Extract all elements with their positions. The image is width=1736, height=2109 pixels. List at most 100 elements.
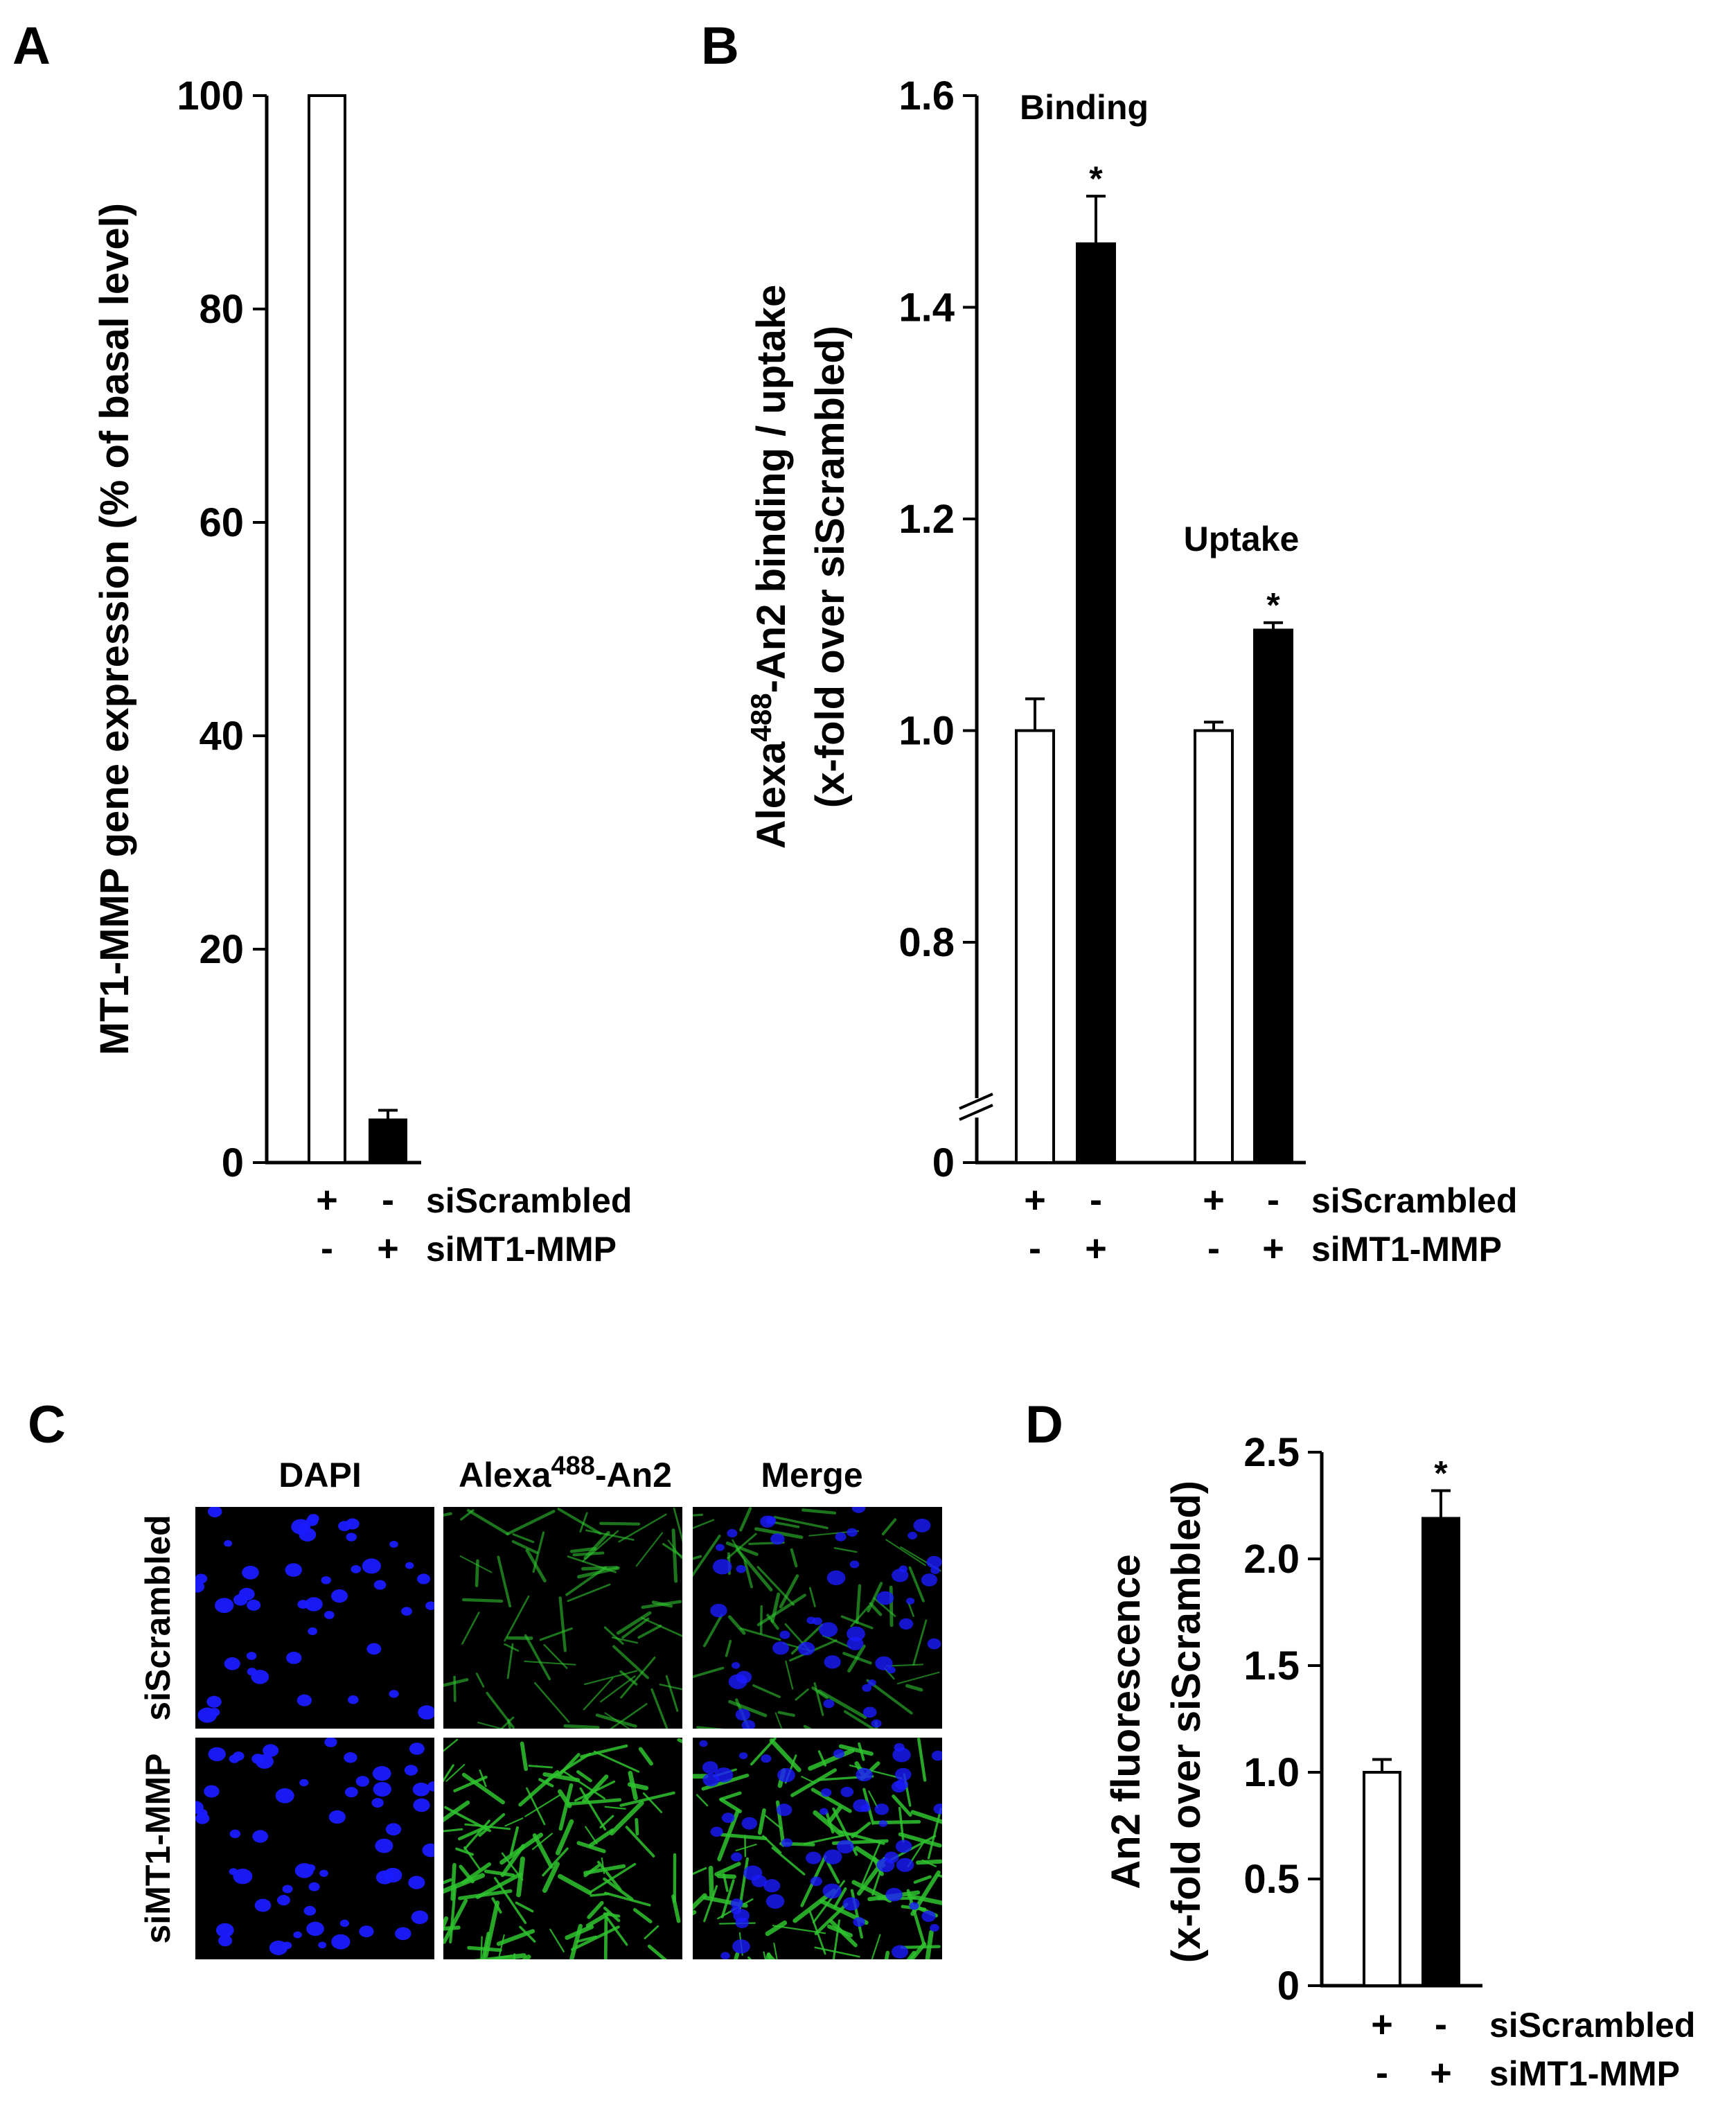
cell-process <box>443 1925 461 1931</box>
panel-a-bars <box>308 94 407 1165</box>
cell-process <box>762 1835 782 1854</box>
nucleus <box>195 1812 210 1824</box>
nucleus <box>218 1935 233 1947</box>
panel-d-row-label: siScrambled <box>1489 2006 1695 2045</box>
nucleus <box>208 1747 226 1762</box>
panel-d-ticks: 0 0.5 1.0 1.5 2.0 2.5 <box>1243 1430 1322 2009</box>
micrograph-image <box>443 1508 682 1729</box>
cell-process <box>621 1617 650 1639</box>
nucleus <box>344 1751 357 1763</box>
nucleus <box>860 1804 871 1812</box>
cell-process <box>504 1817 524 1827</box>
nucleus <box>411 1910 429 1925</box>
cell-process <box>912 1619 928 1666</box>
nucleus <box>412 1782 430 1797</box>
nucleus <box>699 1740 708 1747</box>
nucleus <box>833 1749 845 1758</box>
cell-process <box>619 1791 675 1807</box>
cell-process <box>524 1794 561 1817</box>
panel-a-y-tick-label: 80 <box>199 287 244 332</box>
nucleus <box>836 1839 854 1854</box>
micrograph-simt1mmp-merge <box>693 1738 942 1959</box>
cell-process <box>795 1688 809 1701</box>
cell-process <box>618 1513 667 1543</box>
nucleus <box>933 1803 942 1815</box>
cell-process <box>513 1953 516 1959</box>
cell-process <box>693 1909 697 1916</box>
nucleus <box>362 1558 381 1574</box>
cell-process <box>714 1862 741 1876</box>
panel-b-y-tick-label: 0 <box>932 1140 955 1185</box>
nucleus <box>321 1576 331 1585</box>
panel-b-ylabel-alexa: Alexa <box>749 741 794 849</box>
panel-b-bar <box>1253 628 1293 1164</box>
nucleus <box>776 1803 792 1817</box>
cell-process <box>917 1738 927 1782</box>
panel-b-y-axis-label-line2: (x-fold over siScrambled) <box>808 326 853 808</box>
panel-b-ylabel-rest: -An2 binding / uptake <box>749 285 794 694</box>
panel-c-column-alexa-rest: -An2 <box>595 1456 672 1494</box>
cell-process <box>814 1946 860 1958</box>
cell-process <box>531 1833 553 1851</box>
panel-b-ylabel-sup: 488 <box>745 693 777 741</box>
cell-process <box>580 1744 628 1758</box>
nucleus <box>303 1905 317 1916</box>
nucleus <box>772 1641 789 1655</box>
cell-process <box>754 1527 804 1539</box>
cell-process <box>671 1528 678 1583</box>
nucleus <box>277 1895 290 1906</box>
cell-process <box>525 1548 547 1582</box>
nucleus <box>867 1679 876 1686</box>
panel-a-y-tick-label: 20 <box>199 927 244 972</box>
panel-c-row-simt1mmp: siMT1-MMP <box>139 1754 177 1944</box>
nucleus <box>296 1694 312 1706</box>
nucleus <box>876 1857 895 1873</box>
nucleus <box>293 1931 302 1939</box>
cell-process <box>583 1670 638 1686</box>
nucleus <box>204 1785 220 1798</box>
cell-process <box>579 1787 607 1831</box>
nucleus <box>728 1674 747 1689</box>
micrograph-simt1mmp-alexa <box>443 1738 682 1959</box>
cell-process <box>619 1670 638 1686</box>
nucleus <box>318 1941 327 1949</box>
cell-process <box>583 1864 626 1876</box>
panel-b-y-tick-label: 0.8 <box>898 920 955 965</box>
cell-process <box>851 1880 892 1903</box>
panel-b-bar <box>1076 242 1116 1165</box>
cell-process <box>603 1626 624 1645</box>
cell-process <box>582 1530 619 1562</box>
nucleus <box>913 1518 931 1533</box>
micrograph-siscrambled-merge <box>693 1507 942 1729</box>
cell-process <box>770 1592 781 1623</box>
cell-process <box>728 1700 768 1718</box>
panel-d-bar <box>1363 1771 1401 1987</box>
nucleus <box>425 1601 434 1610</box>
cell-process <box>808 1748 855 1771</box>
cell-process <box>565 1566 608 1596</box>
nucleus <box>712 1559 732 1575</box>
cell-process <box>885 1539 926 1567</box>
panel-c-column-alexa: Alexa488-An2 <box>459 1451 672 1494</box>
cell-process <box>582 1774 609 1803</box>
nucleus <box>251 1670 269 1684</box>
cell-process <box>533 1682 570 1723</box>
nucleus <box>328 1810 346 1824</box>
panel-b-y-tick-label: 1.2 <box>898 497 955 542</box>
cell-process <box>561 1769 606 1800</box>
cell-process <box>585 1529 635 1541</box>
panel-d-y-tick-label: 0 <box>1277 1964 1300 2009</box>
nucleus <box>894 1742 905 1752</box>
nucleus <box>820 1808 829 1815</box>
nucleus <box>823 1699 835 1709</box>
panel-b-significance-label: * <box>1266 586 1280 625</box>
panel-a-bar <box>369 1118 407 1165</box>
cell-process <box>750 1738 777 1766</box>
panel-d-y-axis-label-line1: An2 fluorescence <box>1104 1554 1149 1889</box>
cell-process <box>843 1710 876 1729</box>
cell-process <box>696 1726 725 1729</box>
cell-process <box>453 1775 488 1792</box>
nucleus <box>878 1820 888 1827</box>
cell-process <box>490 1954 513 1959</box>
